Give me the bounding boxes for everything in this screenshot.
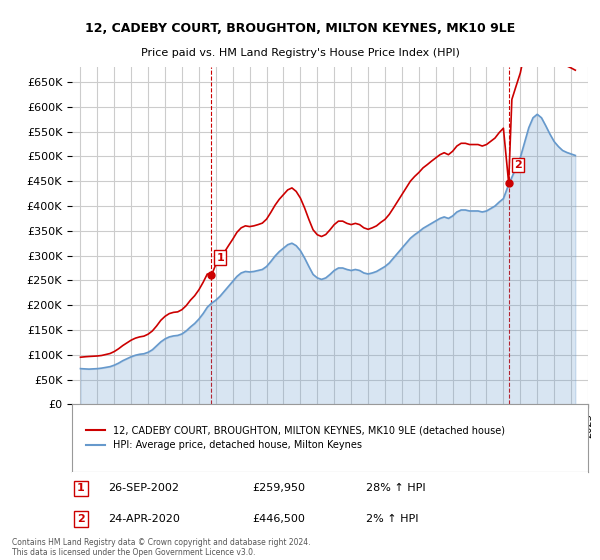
- Text: 26-SEP-2002: 26-SEP-2002: [108, 483, 179, 493]
- Text: 12, CADEBY COURT, BROUGHTON, MILTON KEYNES, MK10 9LE: 12, CADEBY COURT, BROUGHTON, MILTON KEYN…: [85, 22, 515, 35]
- Text: Contains HM Land Registry data © Crown copyright and database right 2024.
This d: Contains HM Land Registry data © Crown c…: [12, 538, 311, 557]
- Text: 2: 2: [514, 160, 521, 170]
- Text: 2: 2: [77, 514, 85, 524]
- Text: £446,500: £446,500: [253, 514, 305, 524]
- Text: 24-APR-2020: 24-APR-2020: [108, 514, 180, 524]
- Text: 28% ↑ HPI: 28% ↑ HPI: [366, 483, 426, 493]
- Text: Price paid vs. HM Land Registry's House Price Index (HPI): Price paid vs. HM Land Registry's House …: [140, 48, 460, 58]
- Text: £259,950: £259,950: [253, 483, 305, 493]
- Legend: 12, CADEBY COURT, BROUGHTON, MILTON KEYNES, MK10 9LE (detached house), HPI: Aver: 12, CADEBY COURT, BROUGHTON, MILTON KEYN…: [82, 422, 509, 454]
- Text: 2% ↑ HPI: 2% ↑ HPI: [366, 514, 419, 524]
- Text: 1: 1: [217, 253, 224, 263]
- Text: 1: 1: [77, 483, 85, 493]
